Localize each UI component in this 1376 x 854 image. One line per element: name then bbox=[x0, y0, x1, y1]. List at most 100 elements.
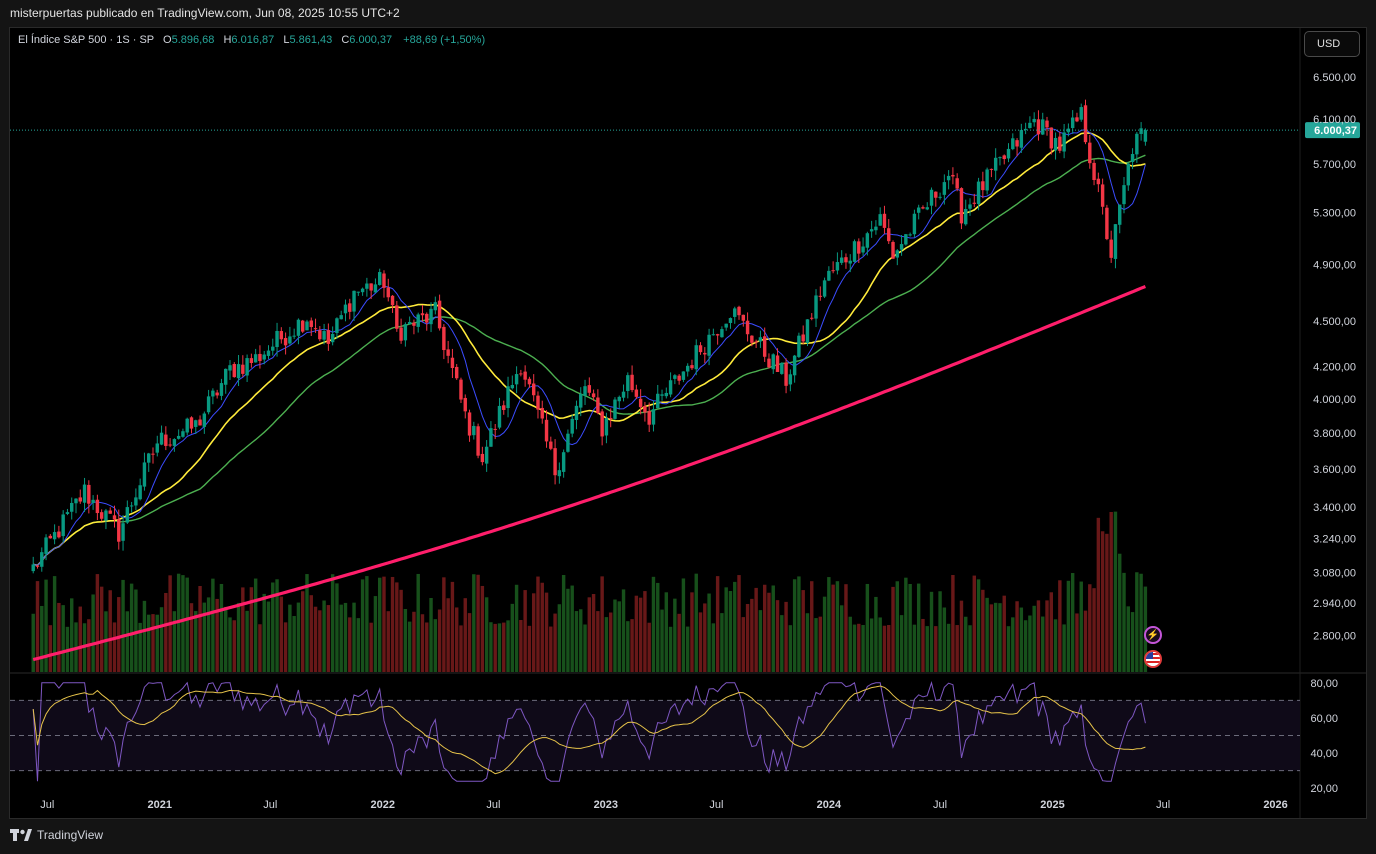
volume-bar bbox=[224, 606, 228, 672]
candle-body bbox=[65, 512, 70, 514]
volume-bar bbox=[365, 576, 369, 672]
candle-body bbox=[31, 564, 35, 572]
candle-body bbox=[818, 295, 823, 297]
candle-body bbox=[480, 453, 485, 463]
volume-bar bbox=[253, 578, 258, 672]
candle-body bbox=[493, 428, 497, 430]
volume-bar bbox=[35, 581, 40, 672]
volume-bar bbox=[343, 602, 348, 672]
volume-bar bbox=[638, 597, 643, 672]
time-tick-label: Jul bbox=[486, 799, 500, 811]
volume-bar bbox=[1130, 612, 1135, 672]
us-flag-icon[interactable] bbox=[1144, 650, 1162, 668]
volume-bar bbox=[202, 602, 207, 672]
candle-body bbox=[429, 308, 433, 325]
volume-bar bbox=[40, 605, 44, 672]
rsi-ma-line bbox=[32, 685, 1146, 775]
candle-body bbox=[489, 428, 493, 447]
candle-body bbox=[929, 189, 934, 206]
candle-body bbox=[531, 383, 536, 396]
volume-bar bbox=[780, 615, 784, 672]
volume-bar bbox=[288, 604, 292, 672]
candle-body bbox=[506, 386, 510, 409]
candle-body bbox=[570, 418, 574, 434]
volume-bar bbox=[206, 597, 211, 672]
candle-body bbox=[484, 446, 489, 464]
candle-body bbox=[1019, 130, 1024, 148]
candle-body bbox=[360, 288, 365, 293]
volume-bar bbox=[882, 625, 887, 672]
candle-body bbox=[356, 291, 361, 293]
volume-bar bbox=[801, 590, 805, 672]
candle-body bbox=[664, 392, 669, 397]
volume-bar bbox=[420, 614, 425, 672]
volume-bar bbox=[540, 582, 544, 672]
candle-body bbox=[733, 308, 737, 317]
volume-bar bbox=[852, 624, 857, 672]
candle-body bbox=[797, 335, 801, 357]
candle-body bbox=[724, 323, 728, 328]
symbol-title[interactable]: El Índice S&P 500 · 1S · SP bbox=[18, 34, 154, 46]
candle-body bbox=[698, 345, 703, 353]
low-label: L bbox=[283, 34, 290, 46]
volume-bar bbox=[561, 575, 566, 672]
volume-bar bbox=[142, 600, 147, 672]
footer-brand[interactable]: TradingView bbox=[10, 828, 103, 842]
candle-body bbox=[604, 418, 609, 436]
volume-bar bbox=[989, 604, 994, 672]
candle-body bbox=[343, 304, 348, 314]
candle-body bbox=[844, 257, 848, 263]
candle-body bbox=[621, 391, 626, 398]
volume-bar bbox=[604, 617, 609, 672]
time-tick-label: 2021 bbox=[147, 799, 171, 811]
volume-bar bbox=[232, 620, 236, 672]
volume-bar bbox=[1092, 588, 1096, 672]
volume-bar bbox=[694, 573, 698, 672]
volume-bar bbox=[95, 574, 100, 672]
candle-body bbox=[61, 514, 65, 537]
volume-bar bbox=[1062, 624, 1066, 672]
candle-body bbox=[673, 375, 677, 379]
time-tick-label: Jul bbox=[263, 799, 277, 811]
candle-body bbox=[925, 207, 929, 210]
candle-body bbox=[1109, 239, 1113, 258]
candle-body bbox=[288, 336, 292, 344]
candle-body bbox=[1015, 140, 1019, 147]
volume-bar bbox=[1053, 619, 1058, 672]
rsi-tick-label: 60,00 bbox=[1310, 713, 1338, 725]
volume-bar bbox=[313, 606, 318, 672]
volume-bar bbox=[189, 603, 194, 672]
candle-body bbox=[1083, 105, 1088, 143]
lightning-icon[interactable]: ⚡ bbox=[1144, 626, 1162, 644]
candle-body bbox=[899, 244, 904, 250]
volume-bar bbox=[44, 579, 48, 672]
candle-body bbox=[805, 319, 810, 344]
candle-body bbox=[87, 484, 91, 504]
open-label: O bbox=[163, 34, 172, 46]
candle-body bbox=[540, 407, 544, 419]
price-tick-label: 2.940,00 bbox=[1313, 598, 1356, 610]
volume-bar bbox=[587, 597, 592, 672]
candle-body bbox=[1088, 142, 1092, 164]
volume-bar bbox=[891, 586, 895, 672]
time-tick-label: 2023 bbox=[594, 799, 618, 811]
volume-bar bbox=[788, 625, 793, 672]
volume-bar bbox=[236, 602, 241, 672]
price-tick-label: 3.080,00 bbox=[1313, 567, 1356, 579]
candle-body bbox=[1118, 204, 1122, 225]
candle-body bbox=[472, 425, 476, 436]
currency-button[interactable]: USD bbox=[1304, 31, 1360, 57]
volume-bar bbox=[822, 596, 827, 672]
volume-bar bbox=[1015, 601, 1019, 672]
candle-body bbox=[395, 305, 399, 329]
volume-bar bbox=[296, 602, 301, 672]
candle-body bbox=[1100, 184, 1105, 207]
candle-body bbox=[638, 398, 643, 408]
candle-body bbox=[1113, 224, 1118, 259]
change-value: +88,69 (+1,50%) bbox=[403, 34, 486, 46]
candle-body bbox=[968, 204, 972, 209]
volume-bar bbox=[1011, 617, 1015, 672]
last-price-badge bbox=[1305, 122, 1360, 139]
volume-bar bbox=[138, 622, 142, 672]
